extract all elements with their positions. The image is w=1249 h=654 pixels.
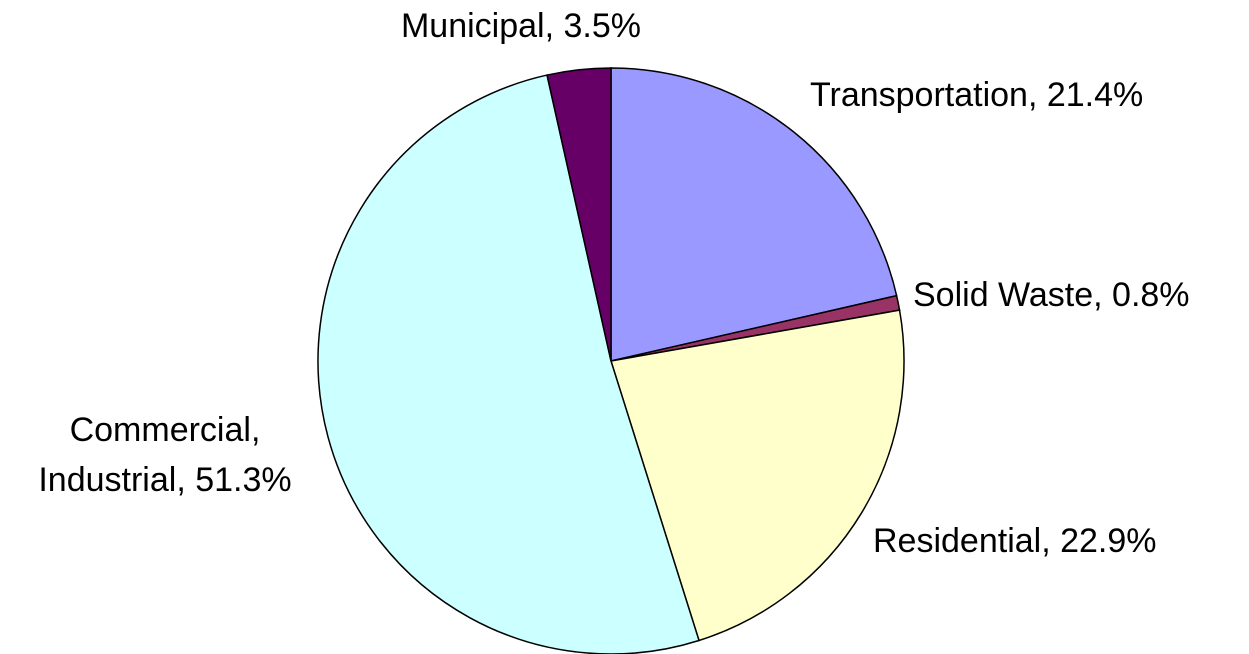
slice-label: Commercial, Industrial, 51.3% bbox=[38, 411, 291, 499]
slice-label: Municipal, 3.5% bbox=[401, 7, 641, 45]
slice-label: Transportation, 21.4% bbox=[810, 76, 1143, 114]
pie-slice bbox=[610, 309, 905, 642]
slice-label: Solid Waste, 0.8% bbox=[913, 276, 1190, 314]
pie-slice bbox=[546, 67, 612, 362]
pie-slice bbox=[317, 74, 700, 654]
slice-label: Residential, 22.9% bbox=[873, 522, 1157, 560]
pie-slice bbox=[610, 67, 898, 362]
